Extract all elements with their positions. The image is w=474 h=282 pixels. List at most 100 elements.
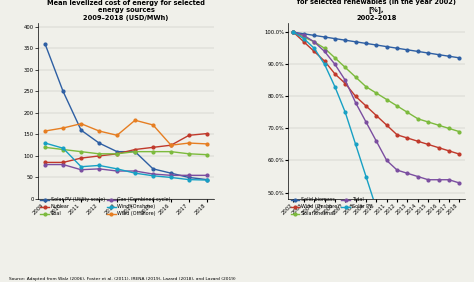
Tidal	[353, 101, 358, 104]
Line: Solar PV (Utility scale): Solar PV (Utility scale)	[44, 43, 209, 181]
Gas (Combined cycle)	[132, 169, 138, 173]
Coal	[168, 150, 174, 153]
Solar thermal	[456, 130, 462, 133]
Tidal	[311, 40, 317, 43]
Line: Solar thermal: Solar thermal	[292, 31, 461, 133]
Solid biomass	[332, 37, 338, 40]
Wind (Offshore)	[168, 144, 174, 147]
Wind (Onshore)	[186, 178, 192, 181]
Gas (Combined cycle)	[60, 163, 66, 166]
Solar PV	[456, 255, 462, 258]
Solar thermal	[342, 66, 348, 69]
Solar thermal	[415, 117, 421, 120]
Coal	[78, 150, 84, 153]
Wind (Onshore)	[322, 60, 328, 63]
Solid biomass	[374, 43, 379, 47]
Wind (Onshore)	[446, 149, 452, 153]
Solid biomass	[456, 56, 462, 60]
Title: Mean levelized cost of energy for selected
energy sources
2009–2018 (USD/MWh): Mean levelized cost of energy for select…	[47, 0, 205, 21]
Tidal	[291, 30, 296, 34]
Solar PV	[436, 245, 441, 249]
Line: Nuclear: Nuclear	[44, 132, 209, 164]
Solar thermal	[322, 47, 328, 50]
Tidal	[322, 50, 328, 53]
Line: Wind (Onshore): Wind (Onshore)	[292, 31, 461, 155]
Gas (Combined cycle)	[150, 172, 156, 176]
Line: Wind (Onshore): Wind (Onshore)	[44, 142, 209, 181]
Solar PV	[405, 245, 410, 249]
Tidal	[342, 79, 348, 82]
Wind (Onshore)	[425, 143, 431, 146]
Coal	[42, 146, 48, 149]
Solar PV (Utility scale)	[42, 42, 48, 46]
Solar PV	[425, 239, 431, 242]
Solar PV	[332, 85, 338, 89]
Tidal	[374, 140, 379, 143]
Solid biomass	[425, 51, 431, 55]
Solar PV (Utility scale)	[60, 90, 66, 93]
Solar PV (Utility scale)	[114, 150, 120, 153]
Wind (Onshore)	[394, 133, 400, 136]
Solar PV (Utility scale)	[168, 171, 174, 175]
Solar PV (Utility scale)	[186, 176, 192, 179]
Solar PV (Utility scale)	[132, 150, 138, 153]
Solar PV	[342, 111, 348, 114]
Solid biomass	[322, 35, 328, 39]
Gas (Combined cycle)	[78, 168, 84, 171]
Wind (Onshore)	[114, 167, 120, 171]
Solar thermal	[384, 98, 390, 101]
Gas (Combined cycle)	[168, 174, 174, 177]
Wind (Onshore)	[204, 178, 210, 182]
Solar thermal	[425, 120, 431, 124]
Solar PV (Utility scale)	[150, 167, 156, 171]
Nuclear	[96, 154, 102, 158]
Solar thermal	[332, 56, 338, 60]
Line: Solid biomass: Solid biomass	[292, 31, 461, 59]
Title: Share of initial investment costs of total costs
for selected renewables (in the: Share of initial investment costs of tot…	[290, 0, 463, 21]
Solar PV	[353, 143, 358, 146]
Text: Source: Adapted from Walz (2006), Foster et al. (2011), IRENA (2019), Lazard (20: Source: Adapted from Walz (2006), Foster…	[9, 277, 236, 281]
Solar PV	[363, 175, 369, 178]
Solar PV	[384, 229, 390, 233]
Wind (Offshore)	[96, 129, 102, 133]
Nuclear	[42, 161, 48, 164]
Tidal	[456, 181, 462, 185]
Solar PV	[394, 239, 400, 242]
Tidal	[405, 172, 410, 175]
Solid biomass	[446, 54, 452, 58]
Nuclear	[114, 152, 120, 155]
Wind (Onshore)	[168, 176, 174, 179]
Coal	[96, 152, 102, 155]
Wind (Onshore)	[301, 40, 307, 43]
Solar PV	[374, 207, 379, 210]
Solid biomass	[405, 48, 410, 52]
Wind (Onshore)	[96, 164, 102, 167]
Wind (Onshore)	[291, 30, 296, 34]
Wind (Offshore)	[186, 141, 192, 145]
Tidal	[415, 175, 421, 178]
Coal	[186, 152, 192, 155]
Solar PV	[446, 249, 452, 252]
Solar PV (Utility scale)	[204, 178, 210, 181]
Legend: Solar PV (Utility scale), Nuclear, Coal, Gas (Combined cycle), Wind (Onshore), W: Solar PV (Utility scale), Nuclear, Coal,…	[40, 197, 171, 216]
Line: Coal: Coal	[44, 146, 209, 156]
Tidal	[425, 178, 431, 181]
Solid biomass	[394, 47, 400, 50]
Solar PV (Utility scale)	[78, 128, 84, 132]
Tidal	[394, 168, 400, 172]
Solar thermal	[374, 91, 379, 95]
Solar thermal	[363, 85, 369, 89]
Solid biomass	[384, 45, 390, 48]
Solar thermal	[301, 35, 307, 39]
Solid biomass	[301, 32, 307, 36]
Tidal	[332, 63, 338, 66]
Wind (Onshore)	[311, 50, 317, 53]
Wind (Onshore)	[78, 165, 84, 168]
Wind (Onshore)	[456, 152, 462, 156]
Tidal	[363, 120, 369, 124]
Solar thermal	[436, 124, 441, 127]
Solid biomass	[311, 34, 317, 37]
Solid biomass	[353, 40, 358, 43]
Solar thermal	[405, 111, 410, 114]
Tidal	[436, 178, 441, 181]
